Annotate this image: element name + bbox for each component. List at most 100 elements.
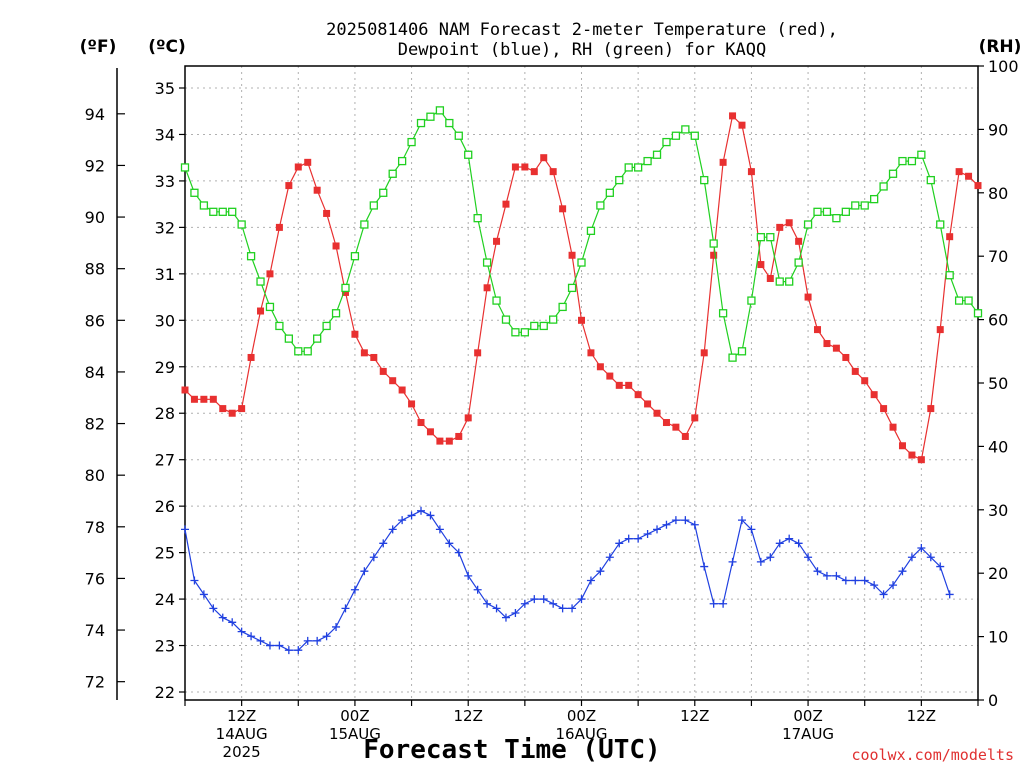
rh-point bbox=[643, 156, 652, 166]
dewpoint-point bbox=[558, 604, 567, 613]
temperature-point bbox=[615, 381, 623, 389]
dewpoint-point bbox=[322, 632, 331, 641]
rh-tick-label: 10 bbox=[988, 628, 1008, 647]
rh-point bbox=[237, 220, 246, 229]
dewpoint-point bbox=[860, 576, 869, 585]
celsius-tick-label: 24 bbox=[155, 590, 175, 609]
rh-point bbox=[747, 296, 756, 305]
x-axis-title: Forecast Time (UTC) bbox=[363, 735, 660, 765]
temperature-point bbox=[672, 423, 680, 431]
temperature-point bbox=[323, 209, 331, 217]
temperature-point bbox=[455, 432, 463, 440]
rh-tick-label: 70 bbox=[988, 247, 1008, 266]
rh-point bbox=[388, 169, 397, 178]
temperature-point bbox=[842, 353, 850, 361]
dewpoint-point bbox=[728, 557, 737, 566]
dewpoint-point bbox=[662, 520, 671, 529]
dewpoint-point bbox=[653, 525, 662, 534]
rh-point bbox=[709, 239, 718, 248]
dewpoint-point bbox=[445, 539, 454, 548]
dewpoint-point bbox=[407, 511, 416, 520]
temperature-point bbox=[398, 386, 406, 394]
dewpoint-line bbox=[184, 510, 951, 651]
dewpoint-point bbox=[907, 553, 916, 562]
temperature-point bbox=[691, 414, 699, 422]
temperature-point bbox=[823, 340, 831, 348]
dewpoint-point bbox=[813, 567, 822, 576]
dewpoint-point bbox=[190, 576, 199, 585]
rh-point bbox=[917, 150, 926, 159]
fahrenheit-unit-label: (ºF) bbox=[80, 37, 117, 57]
rh-point bbox=[662, 137, 671, 147]
rh-point bbox=[907, 156, 917, 166]
celsius-tick-label: 28 bbox=[155, 404, 175, 423]
rh-point bbox=[435, 106, 445, 115]
dewpoint-point bbox=[350, 585, 359, 594]
rh-tick-label: 90 bbox=[988, 120, 1008, 139]
rh-tick-label: 20 bbox=[988, 564, 1008, 583]
rh-point bbox=[275, 321, 284, 331]
x-tick-label: 2025 bbox=[223, 743, 261, 761]
rh-point bbox=[492, 296, 501, 305]
dewpoint-point bbox=[464, 571, 473, 580]
rh-point bbox=[879, 182, 888, 191]
temperature-point bbox=[946, 233, 954, 241]
dewpoint-point bbox=[851, 576, 860, 585]
rh-point bbox=[596, 201, 605, 210]
fahrenheit-tick-label: 90 bbox=[85, 208, 105, 227]
temperature-point bbox=[379, 367, 387, 375]
temperature-point bbox=[502, 200, 510, 208]
celsius-tick-label: 29 bbox=[155, 358, 175, 377]
rh-point bbox=[615, 175, 624, 185]
rh-point bbox=[681, 125, 690, 134]
rh-point bbox=[832, 214, 841, 223]
rh-tick-label: 60 bbox=[988, 311, 1008, 330]
temperature-point bbox=[341, 288, 349, 296]
rh-point bbox=[511, 328, 520, 337]
dewpoint-point bbox=[936, 562, 945, 571]
rh-point bbox=[973, 309, 983, 318]
temperature-point bbox=[785, 219, 793, 227]
dewpoint-point bbox=[454, 548, 463, 557]
rh-point bbox=[785, 277, 794, 286]
chart-subtitle: Dewpoint (blue), RH (green) for KAQQ bbox=[398, 40, 766, 60]
dewpoint-point bbox=[303, 636, 312, 645]
temperature-point bbox=[559, 205, 567, 213]
temperature-point bbox=[729, 112, 737, 120]
dewpoint-point bbox=[577, 595, 586, 604]
x-tick-label: 17AUG bbox=[782, 725, 834, 743]
dewpoint-point bbox=[671, 516, 680, 525]
dewpoint-point bbox=[804, 553, 813, 562]
celsius-tick-label: 33 bbox=[155, 172, 175, 191]
dewpoint-point bbox=[181, 525, 189, 534]
temperature-point bbox=[228, 409, 236, 417]
rh-point bbox=[586, 226, 596, 235]
rh-point bbox=[426, 112, 435, 121]
celsius-tick-label: 35 bbox=[155, 79, 175, 98]
temperature-point bbox=[521, 163, 529, 171]
x-tick-label: 00Z bbox=[793, 707, 822, 725]
rh-point bbox=[265, 302, 275, 312]
temperature-point bbox=[974, 182, 982, 190]
celsius-tick-label: 30 bbox=[155, 311, 175, 330]
rh-point bbox=[379, 188, 388, 197]
rh-point bbox=[539, 321, 548, 331]
dewpoint-point bbox=[700, 562, 709, 571]
dewpoint-point bbox=[435, 525, 444, 534]
temperature-point bbox=[209, 395, 217, 403]
temperature-point bbox=[596, 363, 604, 371]
temperature-point bbox=[360, 349, 368, 357]
temperature-point bbox=[389, 377, 397, 385]
rh-tick-label: 30 bbox=[988, 501, 1008, 520]
dewpoint-point bbox=[294, 646, 303, 655]
rh-point bbox=[256, 277, 265, 286]
x-tick-label: 12Z bbox=[454, 707, 483, 725]
rh-point bbox=[860, 201, 869, 210]
temperature-point bbox=[493, 237, 501, 245]
temperature-point bbox=[247, 353, 255, 361]
temperature-point bbox=[540, 154, 548, 162]
rh-point bbox=[322, 321, 331, 331]
rh-point bbox=[964, 296, 973, 305]
rh-point bbox=[652, 150, 662, 159]
rh-tick-label: 100 bbox=[988, 57, 1019, 76]
